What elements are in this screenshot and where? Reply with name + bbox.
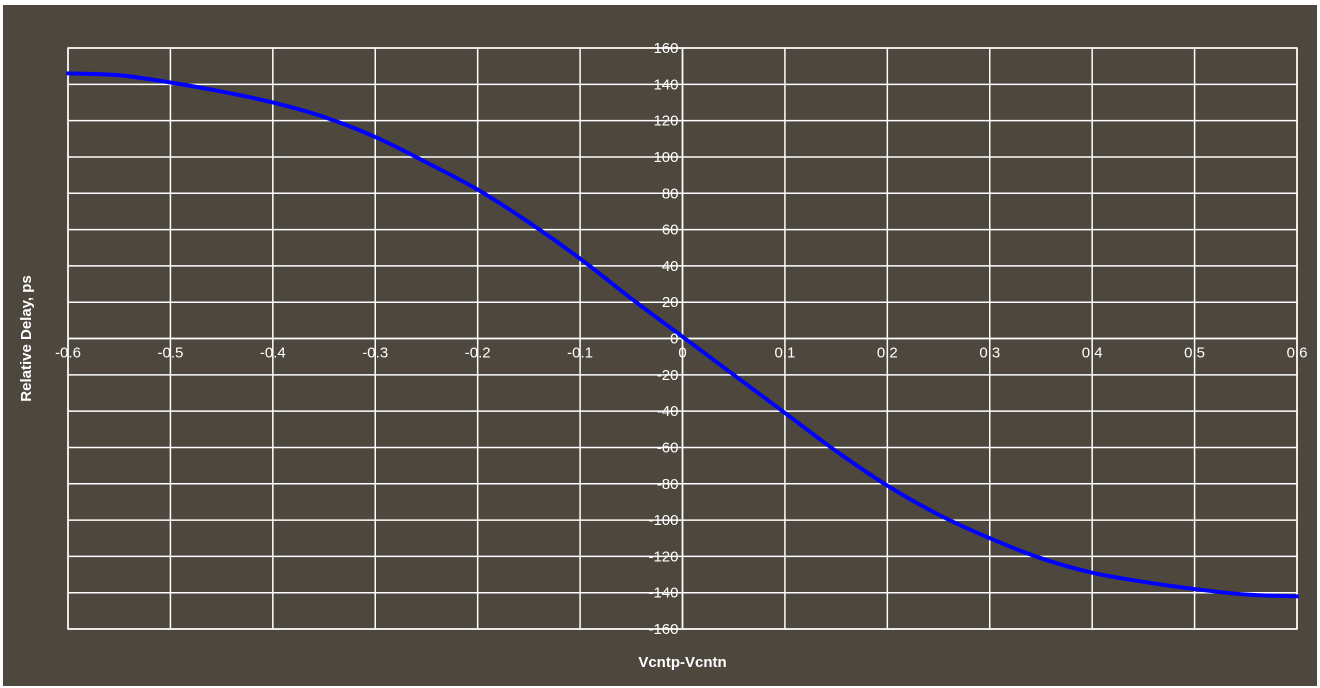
y-tick-label: -140 (648, 585, 678, 602)
y-tick-label: -20 (657, 367, 679, 384)
x-axis-title: Vcntp-Vcntn (638, 654, 726, 671)
y-tick-label: 0 (670, 331, 678, 348)
y-tick-label: -100 (648, 512, 678, 529)
line-chart: -0.6 -0.5 -0.4 -0.3 -0.2 -0.1 0 0.1 0.2 0.3 0.4 0.5… (18, 40, 1307, 671)
y-tick-label: 40 (662, 258, 679, 275)
series-line (66, 71, 1299, 599)
x-tick-label: -0.5 (157, 345, 183, 362)
x-tick-label: 0.5 (1184, 345, 1205, 362)
y-tick-label: 80 (662, 185, 679, 202)
tick-labels: -0.6 -0.5 -0.4 -0.3 -0.2 -0.1 0 0.1 0.2 0.3 0.4 0.5… (55, 40, 1307, 638)
y-tick-label: 60 (662, 222, 679, 239)
y-tick-label: 20 (662, 294, 679, 311)
y-tick-label: -60 (657, 439, 679, 456)
y-tick-label: -80 (657, 476, 679, 493)
chart-area: -0.6 -0.5 -0.4 -0.3 -0.2 -0.1 0 0.1 0.2 0.3 0.4 0.5… (3, 5, 1317, 686)
x-tick-label: 0.6 (1287, 345, 1308, 362)
y-tick-label: 100 (653, 149, 678, 166)
series-layer (66, 71, 1299, 599)
x-tick-label: -0.6 (55, 345, 81, 362)
x-tick-label: 0.3 (979, 345, 1000, 362)
y-tick-label: 160 (653, 40, 678, 57)
x-tick-label: -0.2 (465, 345, 491, 362)
y-tick-label: 120 (653, 113, 678, 130)
y-tick-label: -160 (648, 621, 678, 638)
y-axis-title: Relative Delay, ps (18, 275, 35, 401)
x-tick-label: -0.1 (567, 345, 593, 362)
y-tick-label: -120 (648, 548, 678, 565)
x-tick-label: 0.1 (774, 345, 795, 362)
y-tick-label: 140 (653, 76, 678, 93)
x-tick-label: -0.4 (260, 345, 286, 362)
y-tick-label: -40 (657, 403, 679, 420)
x-tick-label: 0.2 (877, 345, 898, 362)
x-tick-label: 0 (678, 345, 686, 362)
x-tick-label: -0.3 (362, 345, 388, 362)
x-tick-label: 0.4 (1082, 345, 1103, 362)
